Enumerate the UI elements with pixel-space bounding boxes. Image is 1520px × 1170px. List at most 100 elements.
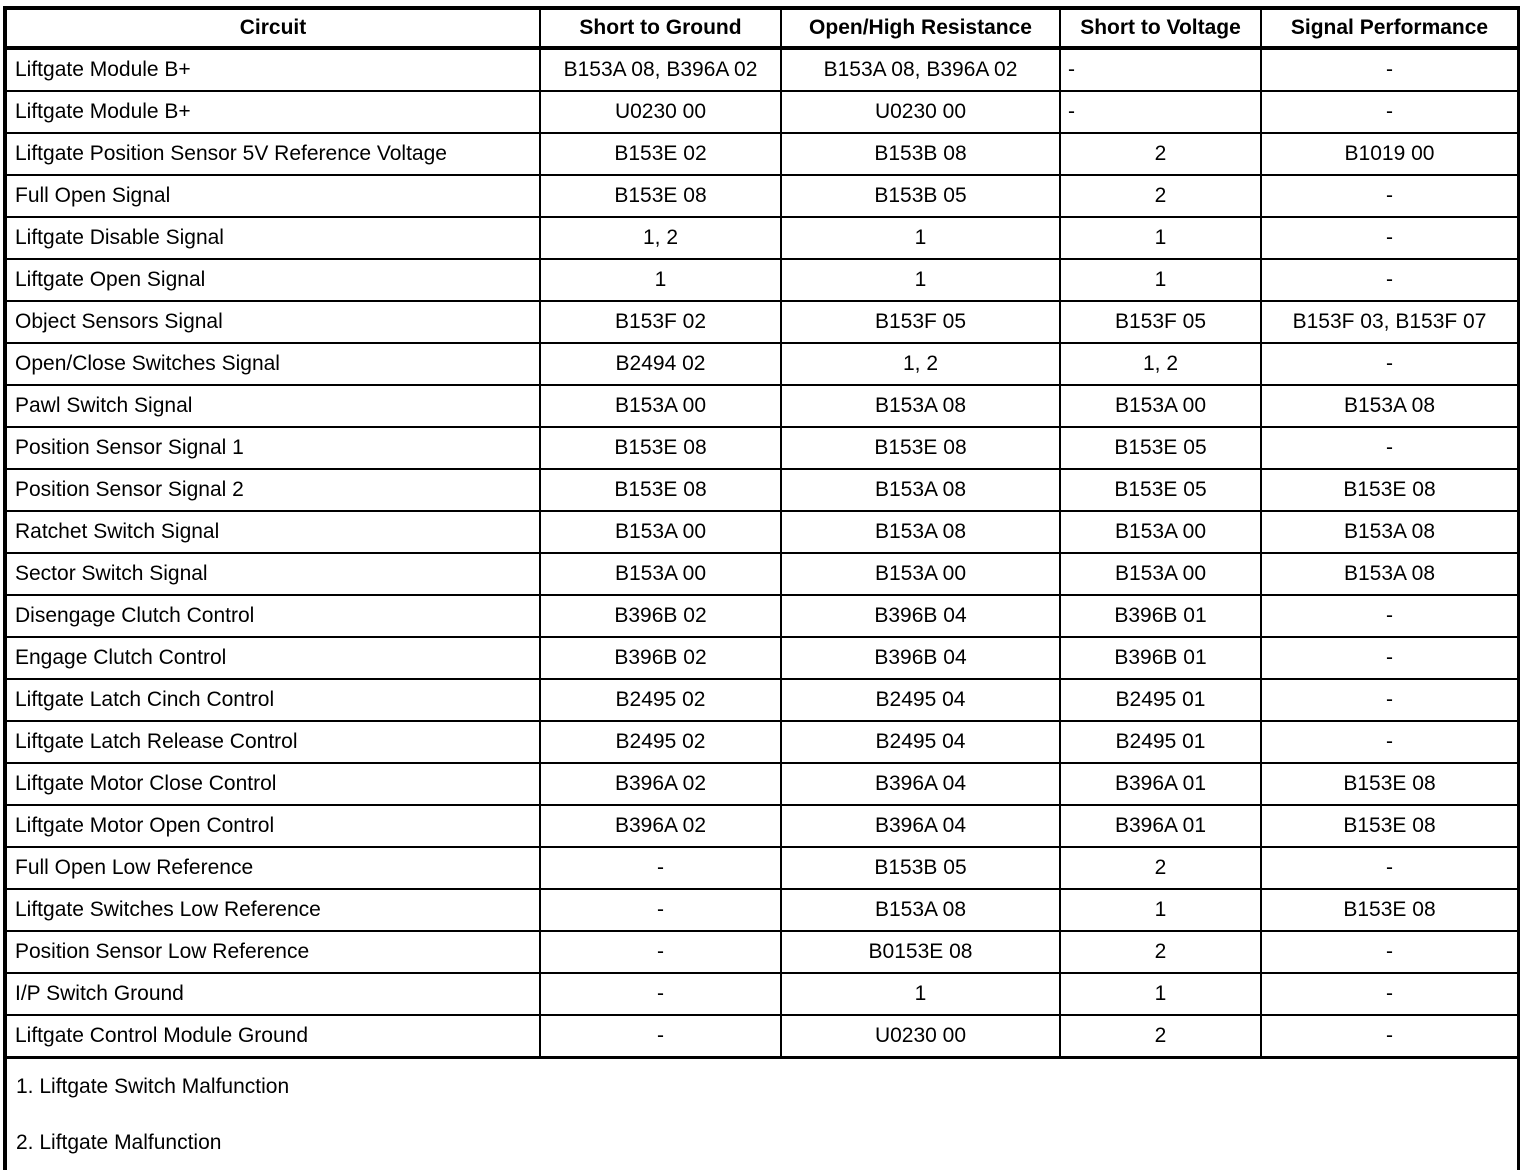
- cell-signal-performance: -: [1260, 258, 1520, 302]
- cell-short-to-ground: B153E 08: [539, 426, 782, 470]
- table-row: I/P Switch Ground -1 1-: [4, 972, 1520, 1016]
- cell-short-to-ground: -: [539, 930, 782, 974]
- footnote-cell: 1. Liftgate Switch Malfunction 2. Liftga…: [4, 1056, 1520, 1170]
- cell-circuit: Sector Switch Signal: [4, 552, 541, 596]
- document: Circuit Short to Ground Open/High Resist…: [0, 6, 1520, 1170]
- cell-open-high-resistance: B153B 05: [780, 846, 1061, 890]
- cell-short-to-voltage: B153A 00: [1059, 552, 1262, 596]
- table-row: Liftgate Module B+ B153A 08, B396A 02 B153…: [4, 47, 1520, 92]
- cell-short-to-voltage: B153F 05: [1059, 300, 1262, 344]
- cell-signal-performance: B153E 08: [1260, 762, 1520, 806]
- cell-circuit: Disengage Clutch Control: [4, 594, 541, 638]
- cell-short-to-voltage: 2: [1059, 1014, 1262, 1059]
- cell-short-to-voltage: -: [1059, 90, 1262, 134]
- cell-signal-performance: -: [1260, 90, 1520, 134]
- table-row: Liftgate Latch Cinch Control B2495 02 B249…: [4, 678, 1520, 722]
- cell-open-high-resistance: B153A 08: [780, 468, 1061, 512]
- column-header-short-to-ground: Short to Ground: [539, 7, 782, 50]
- cell-open-high-resistance: B396B 04: [780, 636, 1061, 680]
- cell-short-to-voltage: 2: [1059, 846, 1262, 890]
- table-row: Liftgate Module B+ U0230 00 U0230 00- -: [4, 90, 1520, 134]
- cell-circuit: Object Sensors Signal: [4, 300, 541, 344]
- cell-signal-performance: -: [1260, 47, 1520, 92]
- cell-short-to-voltage: B153A 00: [1059, 384, 1262, 428]
- cell-open-high-resistance: B153B 08: [780, 132, 1061, 176]
- footnote-2: 2. Liftgate Malfunction: [16, 1131, 222, 1154]
- cell-short-to-voltage: B396B 01: [1059, 636, 1262, 680]
- cell-open-high-resistance: B153A 08: [780, 888, 1061, 932]
- cell-signal-performance: -: [1260, 930, 1520, 974]
- cell-signal-performance: B153A 08: [1260, 384, 1520, 428]
- table-row: Position Sensor Signal 1 B153E 08 B153E 08…: [4, 426, 1520, 470]
- cell-signal-performance: -: [1260, 594, 1520, 638]
- cell-short-to-ground: B153E 02: [539, 132, 782, 176]
- cell-short-to-ground: B396B 02: [539, 594, 782, 638]
- cell-short-to-ground: 1, 2: [539, 216, 782, 260]
- cell-open-high-resistance: B153A 00: [780, 552, 1061, 596]
- cell-short-to-voltage: 1: [1059, 216, 1262, 260]
- cell-open-high-resistance: B2495 04: [780, 678, 1061, 722]
- cell-circuit: Position Sensor Low Reference: [4, 930, 541, 974]
- table-row: Liftgate Motor Open Control B396A 02 B396A…: [4, 804, 1520, 848]
- cell-short-to-voltage: B153E 05: [1059, 426, 1262, 470]
- cell-circuit: I/P Switch Ground: [4, 972, 541, 1016]
- cell-circuit: Liftgate Latch Release Control: [4, 720, 541, 764]
- cell-circuit: Full Open Signal: [4, 174, 541, 218]
- cell-circuit: Liftgate Latch Cinch Control: [4, 678, 541, 722]
- cell-signal-performance: -: [1260, 636, 1520, 680]
- cell-short-to-voltage: 2: [1059, 930, 1262, 974]
- cell-short-to-voltage: B396A 01: [1059, 762, 1262, 806]
- table-row: Liftgate Switches Low Reference - B153A 08…: [4, 888, 1520, 932]
- cell-open-high-resistance: B0153E 08: [780, 930, 1061, 974]
- cell-signal-performance: B153E 08: [1260, 468, 1520, 512]
- cell-short-to-voltage: B396B 01: [1059, 594, 1262, 638]
- cell-open-high-resistance: 1: [780, 972, 1061, 1016]
- cell-circuit: Liftgate Motor Close Control: [4, 762, 541, 806]
- cell-short-to-ground: B2495 02: [539, 720, 782, 764]
- cell-short-to-voltage: 1: [1059, 258, 1262, 302]
- cell-short-to-ground: B396A 02: [539, 804, 782, 848]
- cell-open-high-resistance: 1, 2: [780, 342, 1061, 386]
- cell-short-to-ground: B153A 08, B396A 02: [539, 47, 782, 92]
- cell-open-high-resistance: B2495 04: [780, 720, 1061, 764]
- cell-circuit: Liftgate Control Module Ground: [4, 1014, 541, 1059]
- cell-circuit: Engage Clutch Control: [4, 636, 541, 680]
- header-row: Circuit Short to Ground Open/High Resist…: [4, 7, 1520, 50]
- cell-circuit: Liftgate Module B+: [4, 47, 541, 92]
- cell-open-high-resistance: B396B 04: [780, 594, 1061, 638]
- cell-signal-performance: -: [1260, 720, 1520, 764]
- table-row: Full Open Signal B153E 08 B153B 05 2-: [4, 174, 1520, 218]
- cell-signal-performance: -: [1260, 678, 1520, 722]
- cell-short-to-voltage: 1: [1059, 888, 1262, 932]
- cell-circuit: Liftgate Module B+: [4, 90, 541, 134]
- cell-short-to-ground: B153A 00: [539, 510, 782, 554]
- cell-circuit: Liftgate Disable Signal: [4, 216, 541, 260]
- cell-short-to-voltage: -: [1059, 47, 1262, 92]
- table-footer: 1. Liftgate Switch Malfunction 2. Liftga…: [4, 1056, 1520, 1170]
- table-row: Liftgate Control Module Ground - U0230 00 2…: [4, 1014, 1520, 1059]
- cell-short-to-ground: B153A 00: [539, 552, 782, 596]
- cell-signal-performance: B153E 08: [1260, 888, 1520, 932]
- cell-circuit: Full Open Low Reference: [4, 846, 541, 890]
- cell-open-high-resistance: 1: [780, 258, 1061, 302]
- cell-open-high-resistance: B396A 04: [780, 804, 1061, 848]
- cell-signal-performance: B153F 03, B153F 07: [1260, 300, 1520, 344]
- table-row: Liftgate Open Signal 1 1 1-: [4, 258, 1520, 302]
- cell-short-to-ground: B153E 08: [539, 174, 782, 218]
- cell-short-to-ground: B153A 00: [539, 384, 782, 428]
- cell-signal-performance: B153E 08: [1260, 804, 1520, 848]
- cell-open-high-resistance: B396A 04: [780, 762, 1061, 806]
- cell-short-to-ground: -: [539, 1014, 782, 1059]
- cell-open-high-resistance: B153A 08: [780, 384, 1061, 428]
- table-row: Ratchet Switch Signal B153A 00 B153A 08 B15…: [4, 510, 1520, 554]
- cell-short-to-voltage: 1: [1059, 972, 1262, 1016]
- cell-short-to-voltage: B153E 05: [1059, 468, 1262, 512]
- cell-short-to-ground: -: [539, 972, 782, 1016]
- cell-signal-performance: B1019 00: [1260, 132, 1520, 176]
- cell-circuit: Liftgate Switches Low Reference: [4, 888, 541, 932]
- cell-open-high-resistance: B153B 05: [780, 174, 1061, 218]
- cell-circuit: Pawl Switch Signal: [4, 384, 541, 428]
- footnote-1: 1. Liftgate Switch Malfunction: [16, 1075, 290, 1098]
- cell-open-high-resistance: U0230 00: [780, 1014, 1061, 1059]
